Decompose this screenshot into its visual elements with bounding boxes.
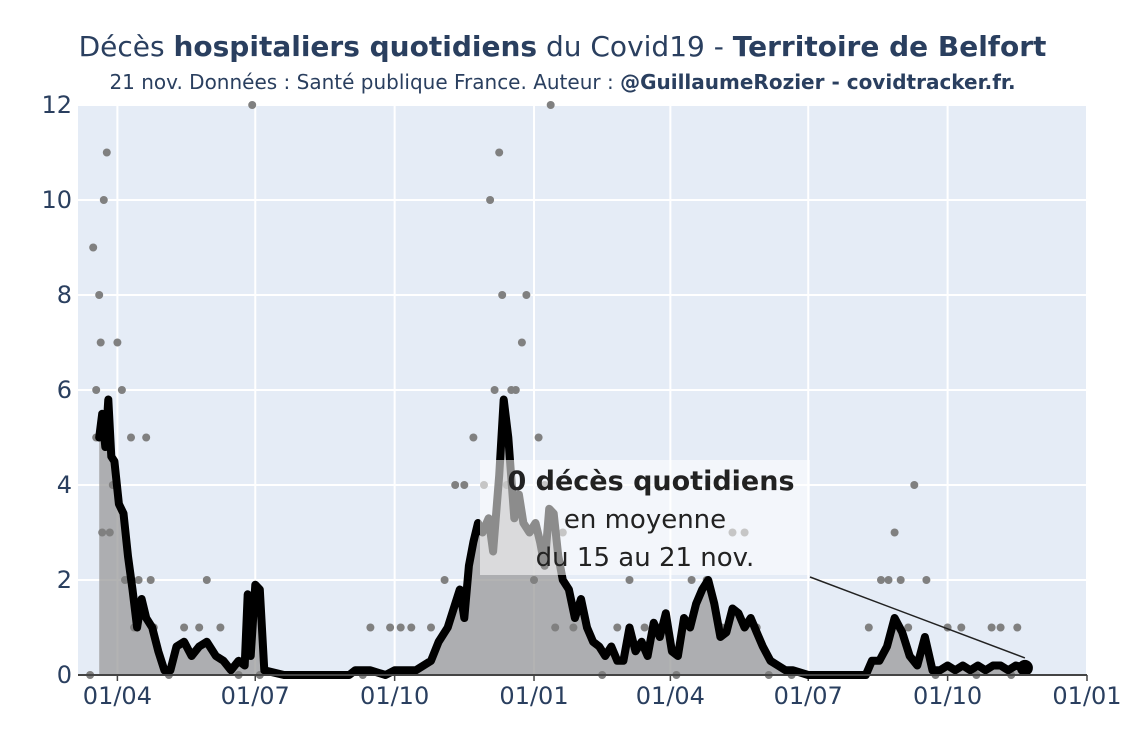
y-tick-label: 6 (57, 376, 72, 404)
area-under-curve (99, 399, 1025, 675)
x-tick-label: 01/04 (636, 682, 705, 710)
daily-point (105, 528, 114, 537)
daily-point (95, 291, 104, 299)
daily-point (546, 101, 555, 109)
daily-point (98, 528, 107, 537)
y-tick-label: 2 (57, 566, 72, 594)
daily-point (530, 576, 538, 584)
daily-point (517, 338, 526, 347)
daily-point (625, 576, 634, 584)
daily-point (407, 623, 416, 632)
daily-point (460, 481, 469, 489)
x-tick-label: 01/07 (221, 682, 290, 710)
y-tick-label: 12 (41, 91, 72, 119)
daily-point (89, 243, 98, 252)
y-tick-label: 10 (41, 186, 72, 214)
daily-point (904, 623, 913, 632)
y-tick-label: 0 (57, 661, 72, 689)
daily-point (877, 576, 885, 584)
y-tick-label: 8 (57, 281, 72, 309)
title-bold-region: Territoire de Belfort (732, 30, 1047, 63)
daily-point (987, 623, 996, 632)
title-bold-metric: hospitaliers quotidiens (173, 30, 538, 63)
subtitle-source: 21 nov. Données : Santé publique France.… (109, 70, 621, 94)
daily-point (864, 623, 873, 632)
daily-point (127, 433, 135, 442)
daily-point (451, 481, 460, 489)
y-tick-label: 4 (57, 471, 72, 499)
annotation-line1: 0 décès quotidiens (507, 466, 794, 497)
daily-point (386, 623, 395, 632)
daily-point (896, 576, 905, 584)
annotation-line3: du 15 au 21 nov. (536, 543, 755, 573)
title-prefix: Décès (78, 30, 174, 63)
title-mid: du Covid19 - (537, 30, 733, 63)
daily-point (495, 148, 504, 157)
daily-point (687, 576, 696, 584)
daily-point (640, 623, 649, 632)
daily-point (890, 528, 899, 537)
daily-point (498, 291, 507, 299)
x-tick-label: 01/07 (774, 682, 843, 710)
daily-point (957, 623, 966, 632)
daily-point (996, 623, 1005, 632)
daily-point (366, 623, 375, 632)
daily-point (99, 196, 108, 204)
annotation-arrow (809, 576, 1026, 659)
daily-point (490, 386, 499, 394)
daily-point (884, 576, 893, 584)
daily-point (216, 623, 225, 632)
x-tick-label: 01/01 (1052, 682, 1121, 710)
x-tick-label: 01/10 (913, 682, 982, 710)
daily-point (534, 433, 543, 442)
daily-point (569, 623, 578, 632)
annotation-box (480, 460, 810, 575)
daily-point (134, 576, 143, 584)
daily-point (1013, 623, 1022, 632)
annotation-line2: en moyenne (564, 505, 726, 535)
daily-point (910, 481, 919, 489)
daily-point (427, 623, 435, 632)
daily-point (202, 576, 211, 584)
daily-point (113, 338, 122, 347)
daily-point (486, 196, 495, 204)
daily-point (117, 386, 126, 394)
daily-point (522, 291, 531, 299)
daily-point (96, 338, 105, 347)
chart-title: Décès hospitaliers quotidiens du Covid19… (0, 30, 1125, 63)
daily-point (551, 623, 560, 632)
daily-point (92, 386, 101, 394)
x-tick-label: 01/04 (83, 682, 152, 710)
daily-point (195, 623, 204, 632)
x-tick-label: 01/01 (499, 682, 568, 710)
chart-subtitle: 21 nov. Données : Santé publique France.… (0, 70, 1125, 94)
daily-point (613, 623, 622, 632)
daily-point (396, 623, 405, 632)
daily-point (440, 576, 449, 584)
daily-point (248, 101, 257, 109)
x-tick-label: 01/10 (360, 682, 429, 710)
daily-point (102, 148, 111, 157)
daily-point (511, 386, 520, 394)
last-value-marker (1016, 659, 1033, 676)
subtitle-author: @GuillaumeRozier - covidtracker.fr. (620, 70, 1016, 94)
daily-point (146, 576, 155, 584)
daily-point (142, 433, 151, 442)
daily-point (922, 576, 931, 584)
daily-point (180, 623, 189, 632)
daily-point (469, 433, 478, 442)
